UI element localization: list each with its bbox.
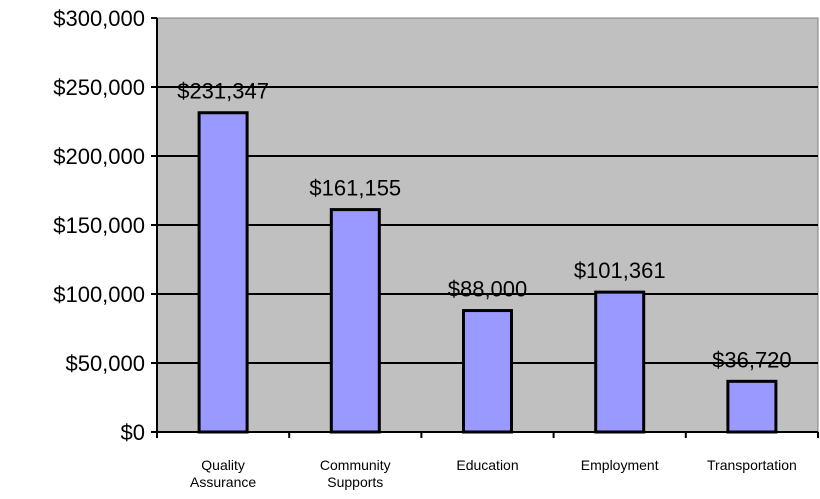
data-label: $88,000 [448,277,528,302]
y-tick-label: $100,000 [53,282,145,307]
x-tick-label: Employment [581,457,659,473]
y-tick-label: $50,000 [65,351,145,376]
data-label: $36,720 [712,347,792,372]
bar [594,290,646,434]
y-tick-label: $300,000 [53,6,145,31]
x-tick-label: Community [320,457,391,473]
y-tick-label: $150,000 [53,213,145,238]
bar [197,111,249,434]
axes [151,17,819,438]
y-tick-labels: $0 $50,000 $100,000 $150,000 $200,000 $250,00… [53,6,145,445]
x-tick-label: Transportation [707,457,797,473]
data-label: $161,155 [309,176,401,201]
data-label: $101,361 [574,258,666,283]
x-tick-label: Education [456,457,518,473]
y-tick-label: $250,000 [53,75,145,100]
gridlines [157,86,818,364]
y-tick-label: $0 [121,420,145,445]
bar [726,379,778,434]
data-label: $231,347 [177,79,269,104]
data-labels: $231,347 $161,155 $88,000 $101,361 $36,720 [177,79,791,373]
x-tick-label: Supports [327,474,383,490]
x-tick-label: Assurance [190,474,256,490]
x-tick-label: Quality [201,457,245,473]
bar [329,208,381,434]
y-tick-label: $200,000 [53,144,145,169]
bar [462,309,513,434]
